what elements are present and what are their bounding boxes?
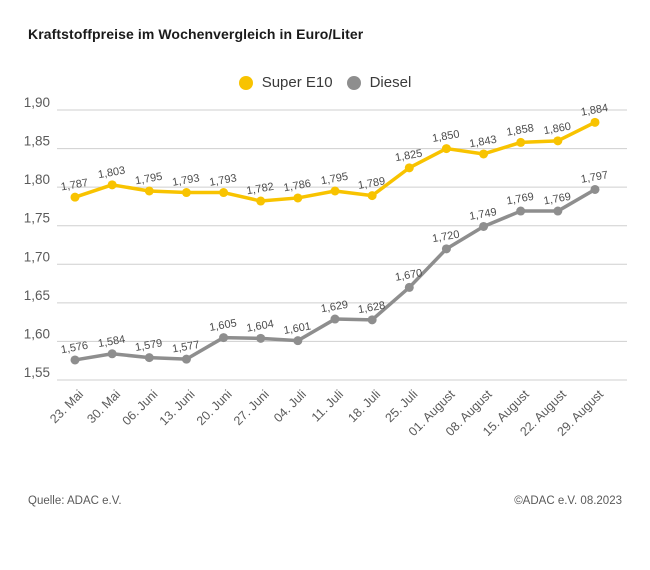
data-point <box>404 163 414 173</box>
chart-footer: Quelle: ADAC e.V. ©ADAC e.V. 08.2023 <box>28 495 622 507</box>
data-point <box>293 193 303 203</box>
legend-label-super-e10: Super E10 <box>261 74 333 91</box>
data-point-label: 1,577 <box>171 339 200 356</box>
y-tick-label: 1,85 <box>24 134 50 149</box>
data-point <box>107 349 117 359</box>
y-tick-label: 1,90 <box>24 95 50 110</box>
data-point-label: 1,604 <box>246 318 275 335</box>
data-point-label: 1,782 <box>246 181 275 198</box>
data-point-label: 1,629 <box>320 299 349 316</box>
series-line <box>73 187 597 362</box>
data-point <box>293 336 303 346</box>
data-point-label: 1,825 <box>394 148 423 165</box>
data-point <box>479 149 489 159</box>
data-point-label: 1,843 <box>468 134 497 151</box>
y-axis-tick-labels: 1,55 1,60 1,65 1,70 1,75 1,80 1,85 1,90 <box>24 95 50 380</box>
diesel-marker-icon <box>346 75 361 90</box>
y-tick-label: 1,65 <box>24 288 50 303</box>
data-point-label: 1,793 <box>171 172 200 189</box>
data-point <box>256 333 266 343</box>
x-tick-label: 06. Juni <box>120 387 161 428</box>
data-point <box>181 188 191 198</box>
x-tick-label: 13. Juni <box>157 387 198 428</box>
x-tick-label: 30. Mai <box>84 387 123 426</box>
y-tick-label: 1,55 <box>24 365 50 380</box>
data-point <box>144 186 154 196</box>
data-point-label: 1,860 <box>543 121 572 138</box>
y-tick-label: 1,75 <box>24 211 50 226</box>
y-tick-label: 1,80 <box>24 172 50 187</box>
data-point <box>441 144 451 154</box>
chart-legend: Super E10 Diesel <box>0 74 650 91</box>
data-point-label: 1,850 <box>431 128 460 145</box>
data-point <box>367 315 377 325</box>
series-super-e10: 1,787 1,803 1,795 1,793 1,793 1,782 1,786 1,795… <box>60 102 609 206</box>
data-point <box>144 353 154 363</box>
data-point-label: 1,786 <box>283 178 312 195</box>
data-point-label: 1,576 <box>60 340 89 357</box>
data-point-label: 1,795 <box>134 171 163 188</box>
data-point-label: 1,795 <box>320 171 349 188</box>
data-point <box>367 191 377 201</box>
data-point <box>70 192 80 202</box>
gridlines <box>57 109 627 381</box>
x-tick-label: 04. Juli <box>271 387 309 425</box>
data-point <box>404 282 414 292</box>
data-point-label: 1,579 <box>134 337 163 354</box>
data-point-label: 1,749 <box>468 206 497 223</box>
x-tick-label: 20. Juni <box>194 387 235 428</box>
data-point-label: 1,797 <box>580 169 609 186</box>
data-point <box>479 221 489 231</box>
data-point-label: 1,769 <box>543 191 572 208</box>
data-point <box>516 137 526 147</box>
data-point-label: 1,789 <box>357 175 386 192</box>
data-point-label: 1,584 <box>97 334 126 351</box>
legend-label-diesel: Diesel <box>369 74 412 91</box>
data-point <box>70 355 80 365</box>
data-point <box>330 314 340 324</box>
data-point-label: 1,858 <box>506 122 535 139</box>
x-tick-label: 18. Juli <box>345 387 383 425</box>
chart-title: Kraftstoffpreise im Wochenvergleich in E… <box>28 26 364 42</box>
data-point-label: 1,787 <box>60 177 89 194</box>
data-point <box>516 206 526 216</box>
x-tick-label: 23. Mai <box>47 387 86 426</box>
data-point-label: 1,720 <box>431 229 460 246</box>
data-point-label: 1,601 <box>283 320 312 337</box>
x-tick-label: 27. Juni <box>231 387 272 428</box>
data-point <box>441 244 451 254</box>
data-point-label: 1,884 <box>580 102 609 119</box>
data-point <box>107 180 117 190</box>
copyright-text: ©ADAC e.V. 08.2023 <box>514 495 622 507</box>
y-tick-label: 1,70 <box>24 249 50 264</box>
super-e10-marker-icon <box>238 75 253 90</box>
data-point <box>219 188 229 198</box>
data-point-label: 1,670 <box>394 267 423 284</box>
source-text: Quelle: ADAC e.V. <box>28 495 122 507</box>
data-point <box>553 206 563 216</box>
legend-item-diesel: Diesel <box>346 74 412 91</box>
data-point <box>553 136 563 146</box>
series-diesel: 1,576 1,584 1,579 1,577 1,605 1,604 1,601 1,629… <box>60 169 609 365</box>
data-point <box>219 333 229 343</box>
data-point <box>590 117 600 127</box>
data-point-label: 1,628 <box>357 300 386 317</box>
data-point <box>256 196 266 206</box>
data-point-label: 1,605 <box>208 317 237 334</box>
data-point <box>181 354 191 364</box>
data-point <box>590 184 600 194</box>
data-point <box>330 186 340 196</box>
data-point-label: 1,793 <box>208 172 237 189</box>
data-point-label: 1,769 <box>506 191 535 208</box>
data-point-label: 1,803 <box>97 165 126 182</box>
x-tick-label: 11. Juli <box>309 387 346 424</box>
y-tick-label: 1,60 <box>24 326 50 341</box>
legend-item-super-e10: Super E10 <box>238 74 333 91</box>
fuel-price-line-chart: 1,55 1,60 1,65 1,70 1,75 1,80 1,85 1,90 23. Mai3… <box>24 95 627 439</box>
